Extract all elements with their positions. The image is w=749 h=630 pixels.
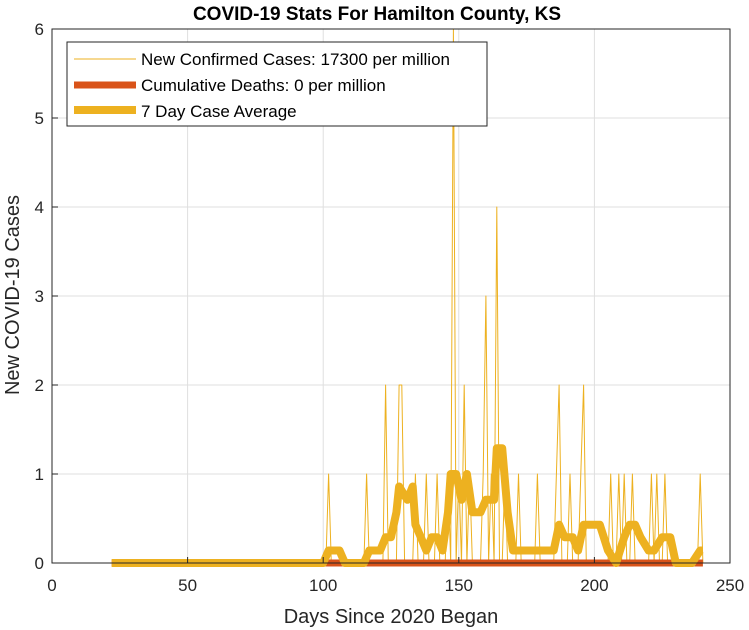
x-tick-label: 0 (47, 576, 56, 595)
chart-title: COVID-19 Stats For Hamilton County, KS (193, 4, 561, 25)
x-tick-label: 100 (309, 576, 337, 595)
legend: New Confirmed Cases: 17300 per million C… (66, 41, 488, 127)
legend-label-deaths: Cumulative Deaths: 0 per million (141, 76, 386, 95)
y-tick-label: 1 (35, 465, 44, 484)
x-tick-label: 200 (580, 576, 608, 595)
x-tick-label: 50 (178, 576, 197, 595)
y-tick-label: 5 (35, 109, 44, 128)
x-tick-label: 250 (716, 576, 744, 595)
x-tick-label: 150 (445, 576, 473, 595)
tick-labels: 0 50 100 150 200 250 0 1 2 3 4 5 6 (35, 20, 745, 595)
series-seven-day-average-line (111, 444, 705, 567)
y-tick-label: 3 (35, 287, 44, 306)
y-tick-label: 2 (35, 376, 44, 395)
legend-box (66, 41, 488, 127)
legend-label-average: 7 Day Case Average (141, 102, 297, 121)
y-tick-label: 0 (35, 554, 44, 573)
y-tick-label: 6 (35, 20, 44, 39)
legend-label-new-cases: New Confirmed Cases: 17300 per million (141, 50, 450, 69)
x-axis-label: Days Since 2020 Began (284, 606, 499, 628)
y-tick-label: 4 (35, 198, 44, 217)
y-axis-label: New COVID-19 Cases (2, 195, 24, 395)
ticks (51, 28, 731, 564)
